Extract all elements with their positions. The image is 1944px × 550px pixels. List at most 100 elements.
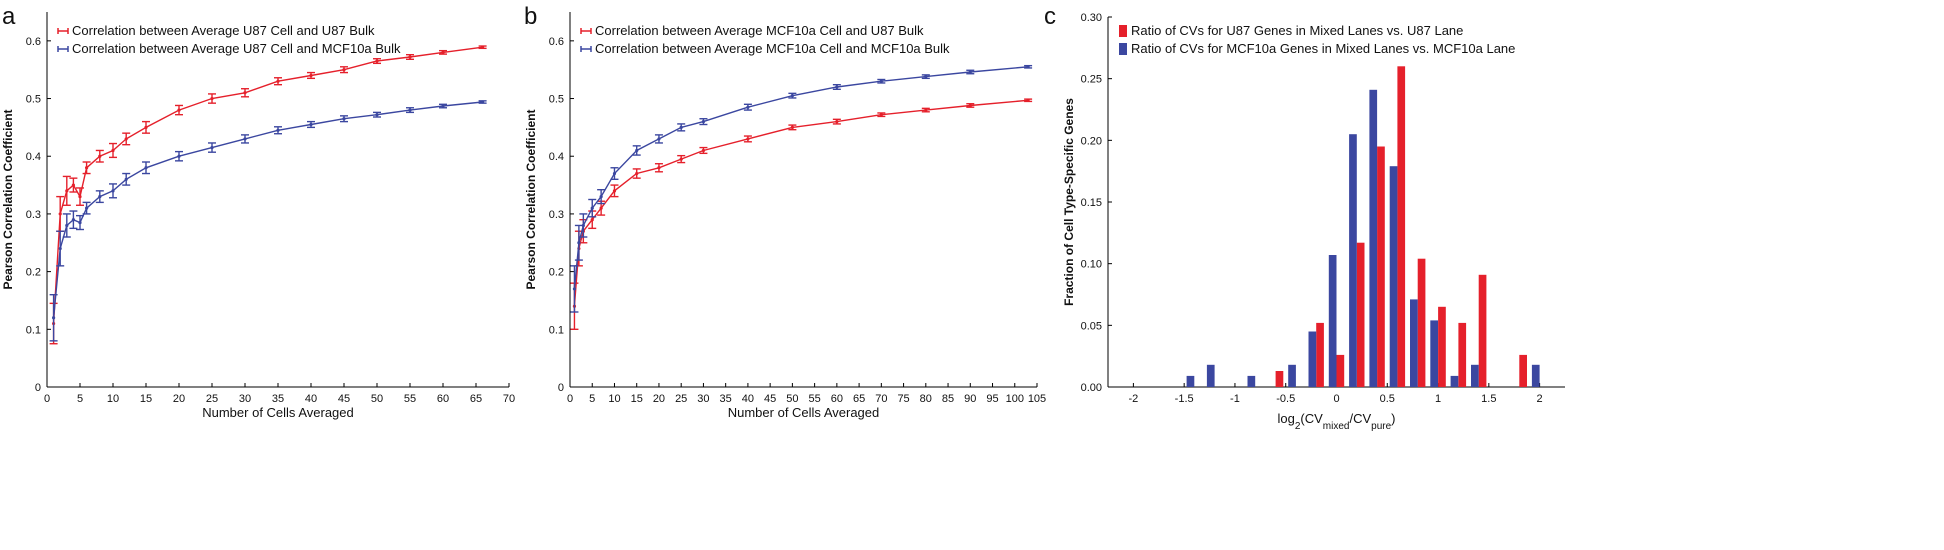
y-tick-label: 0.2 — [549, 267, 564, 279]
x-tick-label: 55 — [808, 393, 820, 405]
data-point — [375, 113, 379, 117]
x-tick-label: 0 — [567, 393, 573, 405]
data-point — [144, 166, 148, 170]
data-point — [612, 189, 617, 193]
data-point — [968, 103, 972, 108]
y-axis-label: Pearson Correlation Coefficient — [524, 109, 538, 289]
data-point — [65, 223, 69, 228]
y-tick-label: 0.1 — [26, 324, 41, 336]
data-point — [612, 171, 617, 176]
bar — [1519, 354, 1527, 387]
bar — [1206, 364, 1215, 387]
data-point — [342, 68, 346, 72]
data-point — [679, 157, 683, 161]
y-tick-label: 0 — [35, 382, 41, 394]
data-point — [408, 108, 412, 112]
x-tick-label: 0.5 — [1380, 393, 1395, 405]
bar — [1531, 364, 1540, 387]
y-tick-label: 0.5 — [549, 94, 564, 106]
x-tick-label: 20 — [173, 393, 185, 405]
y-tick-label: 0.05 — [1081, 320, 1102, 332]
data-point — [124, 137, 128, 141]
bar — [1247, 375, 1256, 387]
data-point — [481, 45, 485, 49]
data-point — [590, 206, 594, 210]
data-point — [924, 108, 928, 112]
x-tick-label: 90 — [964, 393, 976, 405]
data-point — [577, 241, 581, 245]
data-point — [210, 96, 214, 101]
data-point — [243, 91, 247, 95]
x-tick-label: 2 — [1537, 393, 1543, 405]
data-point — [924, 75, 928, 79]
x-tick-label: 0 — [44, 393, 50, 405]
y-tick-label: 0.4 — [549, 151, 564, 163]
legend-entry: Correlation between Average U87 Cell and… — [72, 41, 401, 56]
bar — [1336, 354, 1345, 387]
y-tick-label: 0.10 — [1081, 259, 1102, 271]
x-tick-label: 40 — [305, 393, 317, 405]
data-point — [441, 104, 445, 108]
data-point — [71, 183, 75, 187]
x-tick-label: 10 — [107, 393, 119, 405]
data-point — [879, 79, 883, 83]
panel-letter-b: b — [524, 3, 537, 30]
x-tick-label: 35 — [720, 393, 732, 405]
bar — [1377, 146, 1385, 387]
legend-entry: Correlation between Average MCF10a Cell … — [595, 23, 924, 38]
bar — [1275, 371, 1284, 387]
x-tick-label: 15 — [140, 393, 152, 405]
x-tick-label: 0 — [1333, 393, 1339, 405]
legend-swatch — [1119, 25, 1127, 37]
x-tick-label: 25 — [675, 393, 687, 405]
y-tick-label: 0.3 — [549, 209, 564, 221]
y-tick-label: 0.6 — [26, 36, 41, 48]
x-tick-label: 20 — [653, 393, 665, 405]
data-point — [78, 195, 82, 199]
data-point — [701, 120, 706, 124]
data-point — [635, 148, 639, 153]
y-tick-label: 0.4 — [26, 151, 41, 163]
x-axis-label: Number of Cells Averaged — [202, 405, 354, 420]
data-point — [309, 73, 313, 78]
chart-panel-c: 0.00 0.05 0.10 0.15 0.20 0.25 0.30 -2 -1.5 -1 -0.5… — [1062, 12, 1565, 432]
data-point — [790, 125, 794, 129]
y-axis-label: Fraction of Cell Type-Specific Genes — [1062, 98, 1076, 306]
x-tick-label: 85 — [942, 393, 954, 405]
y-tick-label: 0.30 — [1081, 12, 1102, 24]
data-point — [177, 108, 181, 112]
data-point — [98, 195, 102, 199]
data-point — [835, 85, 839, 89]
x-tick-label: 15 — [631, 393, 643, 405]
data-point — [581, 223, 585, 228]
data-point — [98, 154, 102, 158]
x-tick-label: 50 — [371, 393, 383, 405]
x-tick-label: 105 — [1028, 393, 1046, 405]
data-point — [657, 137, 661, 141]
bar — [1397, 66, 1406, 388]
panel-letter-a: a — [2, 3, 16, 30]
data-point — [85, 206, 89, 210]
y-tick-label: 0.6 — [549, 36, 564, 48]
x-tick-label: 5 — [589, 393, 595, 405]
bar — [1356, 242, 1365, 387]
series-line-0 — [52, 46, 483, 324]
bar — [1308, 331, 1317, 387]
data-point — [144, 125, 148, 129]
data-point — [177, 154, 181, 158]
series-line-1 — [52, 101, 483, 318]
x-tick-label: 10 — [608, 393, 620, 405]
bar — [1430, 320, 1438, 387]
data-point — [572, 287, 577, 291]
x-tick-label: 95 — [986, 393, 998, 405]
x-tick-label: -0.5 — [1276, 393, 1295, 405]
legend-entry: Correlation between Average MCF10a Cell … — [595, 41, 950, 56]
x-tick-label: 65 — [470, 393, 482, 405]
x-tick-label: 30 — [239, 393, 251, 405]
bar — [1288, 364, 1296, 387]
panel-letter-c: c — [1044, 3, 1056, 30]
data-point — [111, 189, 115, 193]
data-point — [78, 220, 82, 225]
x-tick-label: 30 — [697, 393, 709, 405]
y-tick-label: 0.5 — [26, 94, 41, 106]
